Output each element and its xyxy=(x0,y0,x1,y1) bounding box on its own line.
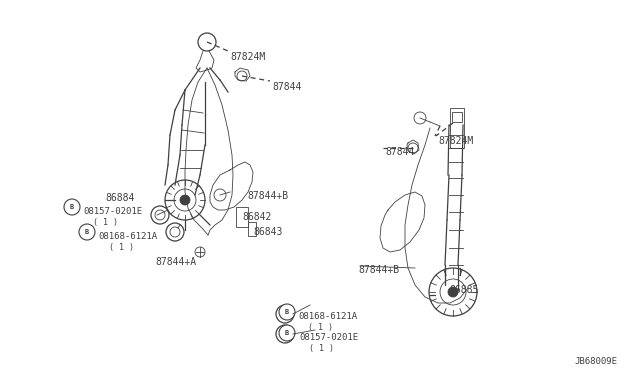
Text: 08168-6121A: 08168-6121A xyxy=(98,232,157,241)
Text: 86885: 86885 xyxy=(449,285,478,295)
Bar xyxy=(452,112,462,122)
Text: 87844: 87844 xyxy=(272,82,301,92)
Circle shape xyxy=(279,325,295,341)
Text: 87844+A: 87844+A xyxy=(155,257,196,267)
Bar xyxy=(450,108,464,148)
Text: B: B xyxy=(70,204,74,210)
Circle shape xyxy=(64,199,80,215)
Text: 86843: 86843 xyxy=(253,227,282,237)
Text: B: B xyxy=(285,330,289,336)
Text: 86884: 86884 xyxy=(105,193,134,203)
Text: 08157-0201E: 08157-0201E xyxy=(299,333,358,342)
Text: 87824M: 87824M xyxy=(438,136,473,146)
Text: 08168-6121A: 08168-6121A xyxy=(298,312,357,321)
Text: 08157-0201E: 08157-0201E xyxy=(83,207,142,216)
Text: 87844+B: 87844+B xyxy=(247,191,288,201)
Circle shape xyxy=(279,304,295,320)
Text: ( 1 ): ( 1 ) xyxy=(109,243,134,252)
Bar xyxy=(236,207,248,227)
Text: 87844: 87844 xyxy=(385,147,414,157)
Text: 87844+B: 87844+B xyxy=(358,265,399,275)
Circle shape xyxy=(79,224,95,240)
Bar xyxy=(248,222,256,236)
Text: 87824M: 87824M xyxy=(230,52,265,62)
Circle shape xyxy=(180,195,190,205)
Text: ( 1 ): ( 1 ) xyxy=(93,218,118,227)
Circle shape xyxy=(448,287,458,297)
Text: B: B xyxy=(285,309,289,315)
Text: 86842: 86842 xyxy=(242,212,271,222)
Text: JB68009E: JB68009E xyxy=(574,357,617,366)
Text: ( 1 ): ( 1 ) xyxy=(308,323,333,332)
Text: ( 1 ): ( 1 ) xyxy=(309,344,334,353)
Text: B: B xyxy=(85,229,89,235)
